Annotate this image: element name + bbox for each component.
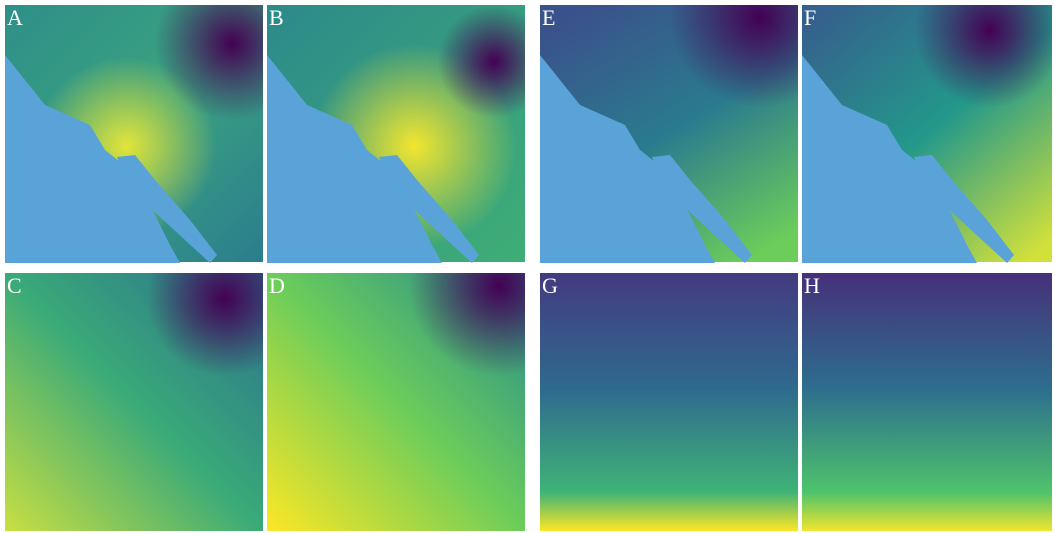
panel: H [802, 273, 1052, 531]
panel-label: B [269, 5, 284, 30]
panel-label: D [269, 273, 285, 298]
panel-label: G [542, 273, 558, 298]
panel: B [267, 5, 525, 263]
panel: G [540, 273, 798, 531]
panel-label: A [7, 5, 23, 30]
panel-label: F [804, 5, 816, 30]
panel: A [5, 5, 263, 263]
panel-label: C [7, 273, 22, 298]
panel: D [267, 273, 525, 531]
panel: F [802, 5, 1052, 263]
panel: E [540, 5, 798, 263]
panel-label: H [804, 273, 820, 298]
panel: C [5, 273, 263, 531]
panel-label: E [542, 5, 555, 30]
